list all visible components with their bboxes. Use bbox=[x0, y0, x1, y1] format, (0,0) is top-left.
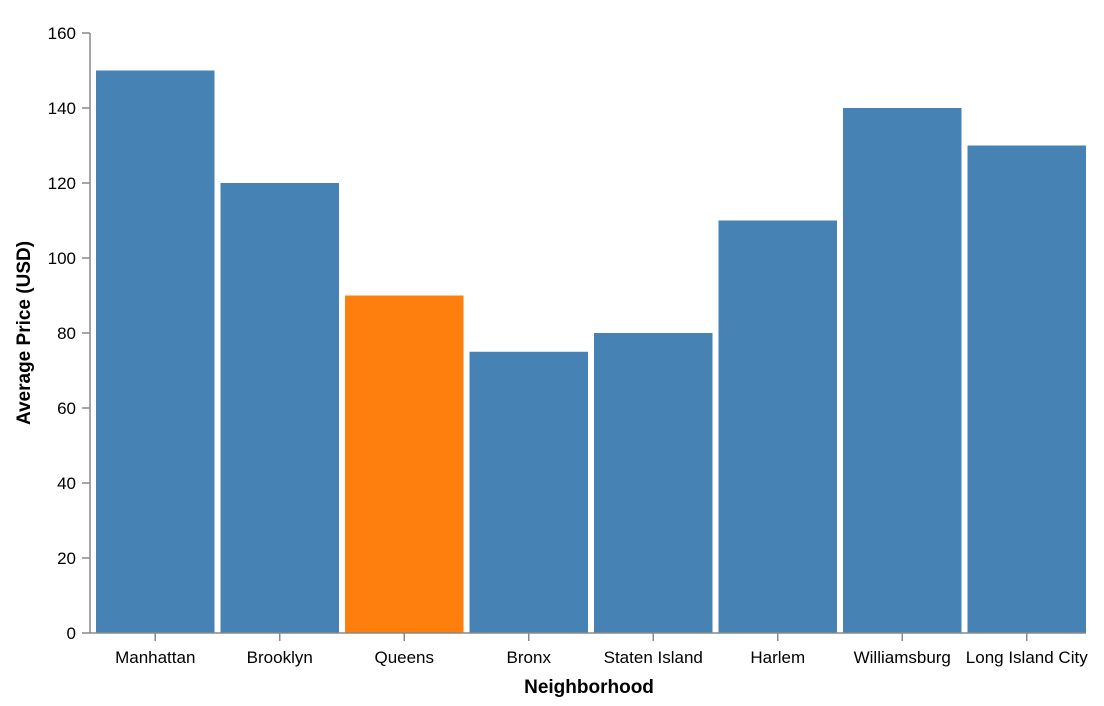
y-tick-label: 40 bbox=[57, 474, 76, 493]
y-tick-label: 60 bbox=[57, 399, 76, 418]
bar-queens[interactable] bbox=[345, 295, 464, 634]
y-tick-label: 0 bbox=[67, 624, 76, 643]
y-tick-label: 160 bbox=[48, 24, 76, 43]
x-tick-label: Harlem bbox=[750, 648, 805, 667]
bar-harlem[interactable] bbox=[718, 220, 838, 634]
x-tick-label: Manhattan bbox=[115, 648, 195, 667]
y-tick-label: 20 bbox=[57, 549, 76, 568]
bar-manhattan[interactable] bbox=[96, 70, 215, 634]
x-tick-label: Staten Island bbox=[604, 648, 703, 667]
x-axis-title: Neighborhood bbox=[524, 677, 654, 698]
bar-staten-island[interactable] bbox=[594, 333, 713, 633]
x-axis: Manhattan Brooklyn Queens Bronx Staten Islan… bbox=[90, 632, 1088, 667]
y-tick-label: 80 bbox=[57, 324, 76, 343]
x-tick-label: Bronx bbox=[507, 648, 552, 667]
y-tick-label: 140 bbox=[48, 99, 76, 118]
bar-long-island-city[interactable] bbox=[967, 145, 1087, 634]
x-tick-label: Long Island City bbox=[966, 648, 1088, 667]
y-tick-label: 120 bbox=[48, 174, 76, 193]
x-tick-label: Williamsburg bbox=[854, 648, 951, 667]
bars-group bbox=[96, 70, 1087, 634]
bar-bronx[interactable] bbox=[469, 351, 589, 633]
x-tick-label: Brooklyn bbox=[247, 648, 313, 667]
y-axis: 0 20 40 60 80 100 120 140 160 bbox=[48, 24, 91, 643]
bar-brooklyn[interactable] bbox=[220, 183, 340, 633]
x-tick-label: Queens bbox=[374, 648, 434, 667]
y-tick-label: 100 bbox=[48, 249, 76, 268]
bar-williamsburg[interactable] bbox=[843, 108, 962, 633]
y-axis-title: Average Price (USD) bbox=[14, 241, 35, 425]
